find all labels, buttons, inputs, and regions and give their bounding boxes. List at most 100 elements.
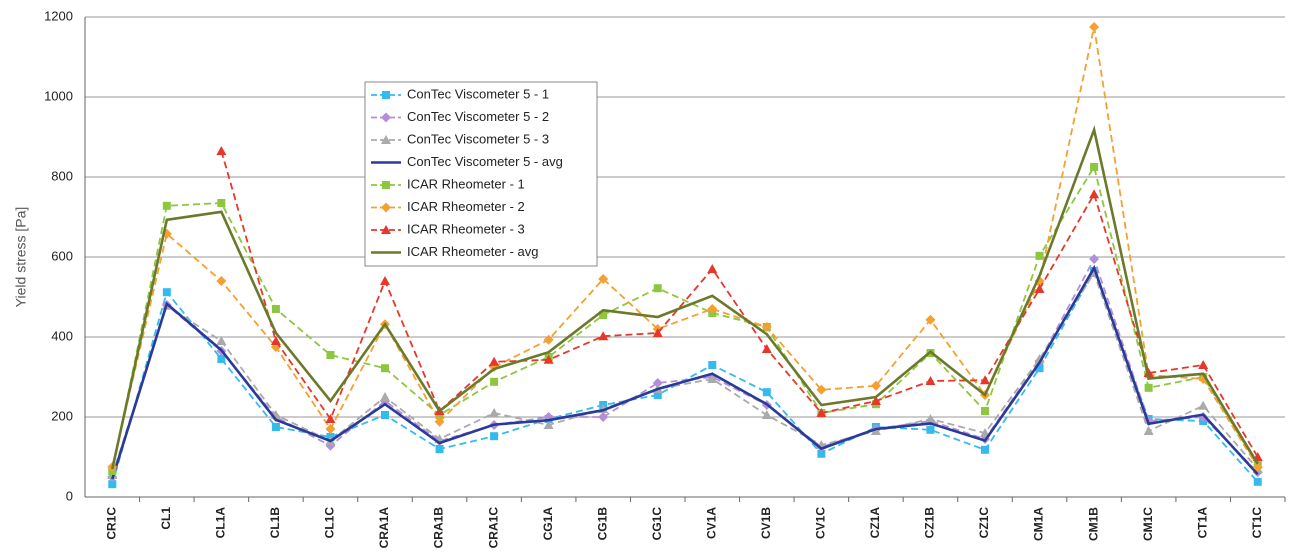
legend-marker — [382, 91, 390, 99]
point — [1143, 426, 1154, 435]
legend-marker — [382, 181, 390, 189]
point — [217, 199, 226, 207]
point — [434, 416, 445, 427]
y-tick-label: 200 — [51, 408, 73, 423]
point — [1252, 462, 1263, 472]
point — [1089, 254, 1100, 264]
point — [162, 288, 171, 297]
point — [599, 311, 608, 319]
point — [543, 334, 554, 345]
series-line — [111, 164, 1259, 472]
point — [761, 344, 772, 353]
series-line — [111, 256, 1259, 478]
point — [981, 445, 989, 454]
x-tick-label: CRA1C — [486, 507, 500, 549]
series-line — [111, 268, 1259, 485]
point — [1089, 189, 1100, 199]
point — [543, 354, 554, 364]
point — [981, 407, 989, 415]
x-tick-label: CZ1C — [977, 507, 991, 539]
point — [925, 314, 936, 325]
point — [980, 375, 990, 385]
x-tick-label: CG1A — [541, 507, 555, 541]
series-line — [111, 264, 1259, 480]
x-tick-label: CL1B — [268, 507, 282, 539]
series-line — [111, 270, 1259, 476]
point — [926, 425, 935, 434]
legend-label: ICAR Rheometer - avg — [407, 244, 539, 259]
x-tick-label: CT1A — [1195, 507, 1209, 539]
legend-marker — [381, 135, 391, 144]
point — [381, 364, 389, 373]
legend-label: ConTec Viscometer 5 - 3 — [407, 131, 549, 146]
series-line — [111, 26, 1259, 468]
x-tick-label: CRA1B — [432, 507, 446, 549]
point — [870, 426, 881, 435]
legend-label: ConTec Viscometer 5 - 2 — [407, 109, 549, 124]
x-tick-label: CL1C — [323, 507, 337, 539]
x-tick-label: CM1A — [1032, 507, 1046, 541]
legend-label: ICAR Rheometer - 3 — [407, 221, 525, 236]
point — [1144, 383, 1153, 392]
point — [1090, 163, 1099, 171]
point — [652, 328, 663, 337]
point — [598, 331, 609, 341]
y-axis-label: Yield stress [Pa] — [13, 207, 29, 308]
y-tick-label: 1000 — [44, 88, 73, 103]
point — [653, 284, 662, 293]
legend-label: ICAR Rheometer - 2 — [407, 199, 525, 214]
point — [817, 449, 826, 458]
x-tick-label: CV1C — [814, 507, 828, 539]
point — [598, 412, 609, 422]
point — [925, 414, 936, 423]
y-tick-label: 400 — [51, 328, 73, 343]
legend-marker — [381, 225, 391, 234]
point — [271, 305, 280, 313]
point — [761, 410, 772, 419]
y-tick-label: 1200 — [44, 8, 73, 23]
y-tick-label: 0 — [66, 488, 73, 503]
point — [1035, 364, 1044, 373]
point — [1198, 400, 1209, 410]
x-tick-label: CG1B — [595, 507, 609, 541]
x-tick-label: CV1A — [704, 507, 718, 539]
point — [1253, 477, 1262, 486]
point — [325, 414, 336, 423]
point — [1035, 251, 1044, 260]
point — [708, 361, 717, 369]
point — [980, 428, 990, 437]
legend-label: ConTec Viscometer 5 - 1 — [407, 86, 549, 101]
point — [1089, 22, 1100, 32]
point — [653, 391, 662, 399]
point — [381, 411, 389, 419]
point — [1034, 284, 1045, 293]
legend-box — [364, 81, 598, 267]
point — [761, 322, 772, 332]
y-tick-label: 800 — [51, 168, 73, 183]
point — [217, 355, 226, 363]
x-tick-label: CR1C — [104, 507, 118, 540]
point — [435, 445, 444, 453]
legend-marker — [381, 202, 391, 213]
point — [489, 408, 500, 417]
point — [380, 276, 390, 285]
point — [870, 396, 881, 405]
point — [489, 356, 500, 366]
point — [1198, 360, 1209, 369]
legend-label: ICAR Rheometer - 1 — [407, 176, 525, 191]
x-tick-label: CL1A — [214, 507, 228, 539]
y-tick-label: 600 — [51, 248, 73, 263]
legend-label: ConTec Viscometer 5 - avg — [407, 154, 563, 169]
point — [216, 146, 227, 155]
point — [543, 420, 554, 429]
point — [925, 376, 936, 385]
point — [490, 377, 499, 386]
series-line — [111, 125, 1259, 470]
point — [216, 276, 227, 286]
point — [325, 424, 336, 434]
x-tick-label: CT1C — [1250, 507, 1264, 539]
x-tick-label: CZ1A — [868, 507, 882, 539]
point — [816, 408, 827, 417]
x-tick-label: CV1B — [759, 507, 773, 539]
